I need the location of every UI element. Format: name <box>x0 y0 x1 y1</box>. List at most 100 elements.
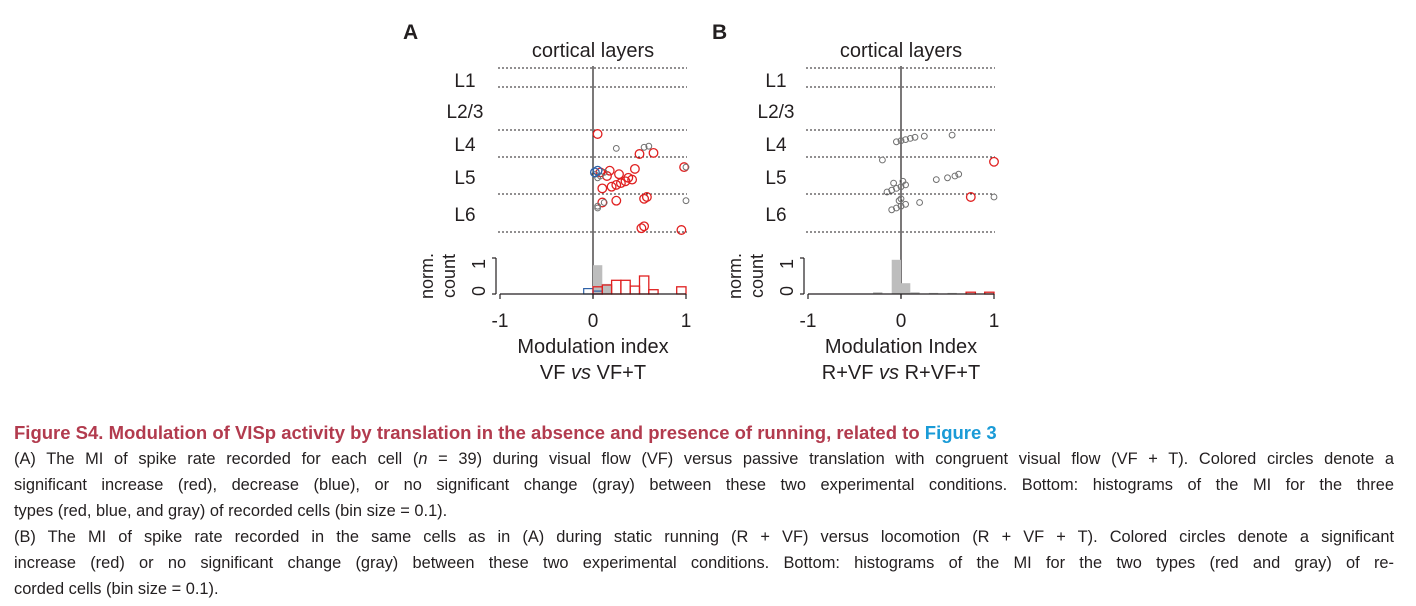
layer-label: L6 <box>765 205 786 226</box>
data-point-red <box>597 183 608 194</box>
data-point-red <box>641 192 652 202</box>
hist-bar-red <box>638 275 650 295</box>
caption-a-line-3: types (red, blue, and gray) of recorded … <box>14 502 448 520</box>
layer-label: L2/3 <box>758 102 795 123</box>
data-point-gray <box>955 170 963 178</box>
panel-title: cortical layers <box>840 40 962 62</box>
x-tick-label: -1 <box>492 311 509 332</box>
x-axis-sublabel: VF vs VF+T <box>540 362 646 384</box>
x-tick-label: 0 <box>896 311 907 332</box>
data-point-gray <box>902 136 909 144</box>
data-point-gray <box>893 138 900 146</box>
data-point-blue <box>589 167 600 178</box>
data-point-gray <box>594 204 601 212</box>
data-point-gray <box>897 195 905 203</box>
data-point-gray <box>600 199 608 206</box>
x-axis-sublabel: R+VF vs R+VF+T <box>822 362 980 384</box>
data-point-red <box>597 197 608 208</box>
layer-label: L4 <box>765 135 787 156</box>
data-point-red <box>676 225 687 235</box>
layer-label: L6 <box>454 205 475 226</box>
data-point-red <box>639 193 650 204</box>
caption-b-line-2: increase (red) or no significant change … <box>14 554 1394 572</box>
data-point-red <box>679 162 690 173</box>
x-tick-label: -1 <box>800 311 817 332</box>
caption-a-line-1: (A) The MI of spike rate recorded for ea… <box>14 450 1394 468</box>
data-point-gray <box>640 143 648 151</box>
x-axis-sublabel-part: R+VF+T <box>899 362 980 384</box>
data-point-gray <box>594 202 601 210</box>
hist-bar-red <box>629 285 641 295</box>
layer-label: L1 <box>765 71 786 92</box>
data-point-gray <box>890 179 897 187</box>
data-point-red <box>611 179 622 190</box>
data-point-gray <box>897 137 905 145</box>
data-point-red <box>615 178 626 189</box>
data-point-gray <box>899 177 907 185</box>
data-point-red <box>636 223 647 234</box>
figure-caption: Figure S4. Modulation of VISp activity b… <box>14 420 1394 602</box>
x-axis-sublabel-part: vs <box>571 362 591 384</box>
caption-a-line-2: significant increase (red), decrease (bl… <box>14 476 1394 494</box>
data-point-red <box>989 156 999 167</box>
data-point-gray <box>682 163 690 171</box>
data-point-red <box>592 129 603 139</box>
layer-label: L5 <box>454 168 475 189</box>
x-axis-sublabel-part: VF+T <box>591 362 646 384</box>
caption-title: Figure S4. Modulation of VISp activity b… <box>14 422 997 443</box>
x-axis-sublabel-part: R+VF <box>822 362 879 384</box>
layer-label: L5 <box>765 168 786 189</box>
data-point-gray <box>906 135 914 142</box>
data-point-gray <box>911 133 919 141</box>
x-axis-label: Modulation Index <box>825 336 977 358</box>
figure-3-link[interactable]: Figure 3 <box>924 422 997 443</box>
data-point-blue <box>592 165 603 176</box>
data-point-red <box>634 149 645 159</box>
data-point-gray <box>879 156 886 164</box>
hist-y-tick-label: 0 <box>469 286 489 296</box>
data-point-red <box>965 192 976 202</box>
caption-b-line-1: (B) The MI of spike rate recorded in the… <box>14 528 1394 546</box>
hist-y-tick-label: 1 <box>777 259 797 269</box>
panel-letter: B <box>712 21 727 44</box>
caption-b-line-3: corded cells (bin size = 0.1). <box>14 580 219 598</box>
data-point-gray <box>682 197 690 205</box>
data-point-gray <box>645 142 653 150</box>
hist-bar-gray <box>873 292 883 294</box>
hist-bar-gray <box>891 259 901 294</box>
data-point-red <box>639 221 650 232</box>
data-point-red <box>611 195 622 206</box>
hist-y-label-line-1: norm. <box>417 253 437 299</box>
data-point-gray <box>893 185 900 192</box>
x-tick-label: 1 <box>989 311 1000 332</box>
hist-bar-red <box>676 286 687 295</box>
data-point-gray <box>944 174 951 182</box>
hist-y-tick-label: 0 <box>777 286 797 296</box>
data-point-gray <box>902 200 909 208</box>
data-point-red <box>604 165 615 176</box>
x-axis-label: Modulation index <box>517 336 668 358</box>
hist-bar-blue <box>583 288 594 295</box>
data-point-red <box>614 169 624 180</box>
hist-bar-red <box>610 279 622 295</box>
hist-bar-red <box>648 289 659 295</box>
data-point-gray <box>932 176 940 184</box>
layer-label: L1 <box>454 71 475 92</box>
data-point-gray <box>920 132 928 140</box>
hist-y-label-line-2: count <box>747 254 767 298</box>
data-point-red <box>606 181 617 192</box>
data-point-gray <box>948 131 956 139</box>
hist-bar-red <box>620 279 631 295</box>
hist-bar-gray <box>910 292 920 294</box>
x-axis-sublabel-part: VF <box>540 362 571 384</box>
data-point-gray <box>916 199 923 206</box>
hist-y-label-line-1: norm. <box>725 253 745 299</box>
panel-title: cortical layers <box>532 40 654 62</box>
data-point-red <box>648 147 659 158</box>
data-point-gray <box>990 193 998 201</box>
layer-label: L2/3 <box>447 102 484 123</box>
hist-y-tick-label: 1 <box>469 259 489 269</box>
